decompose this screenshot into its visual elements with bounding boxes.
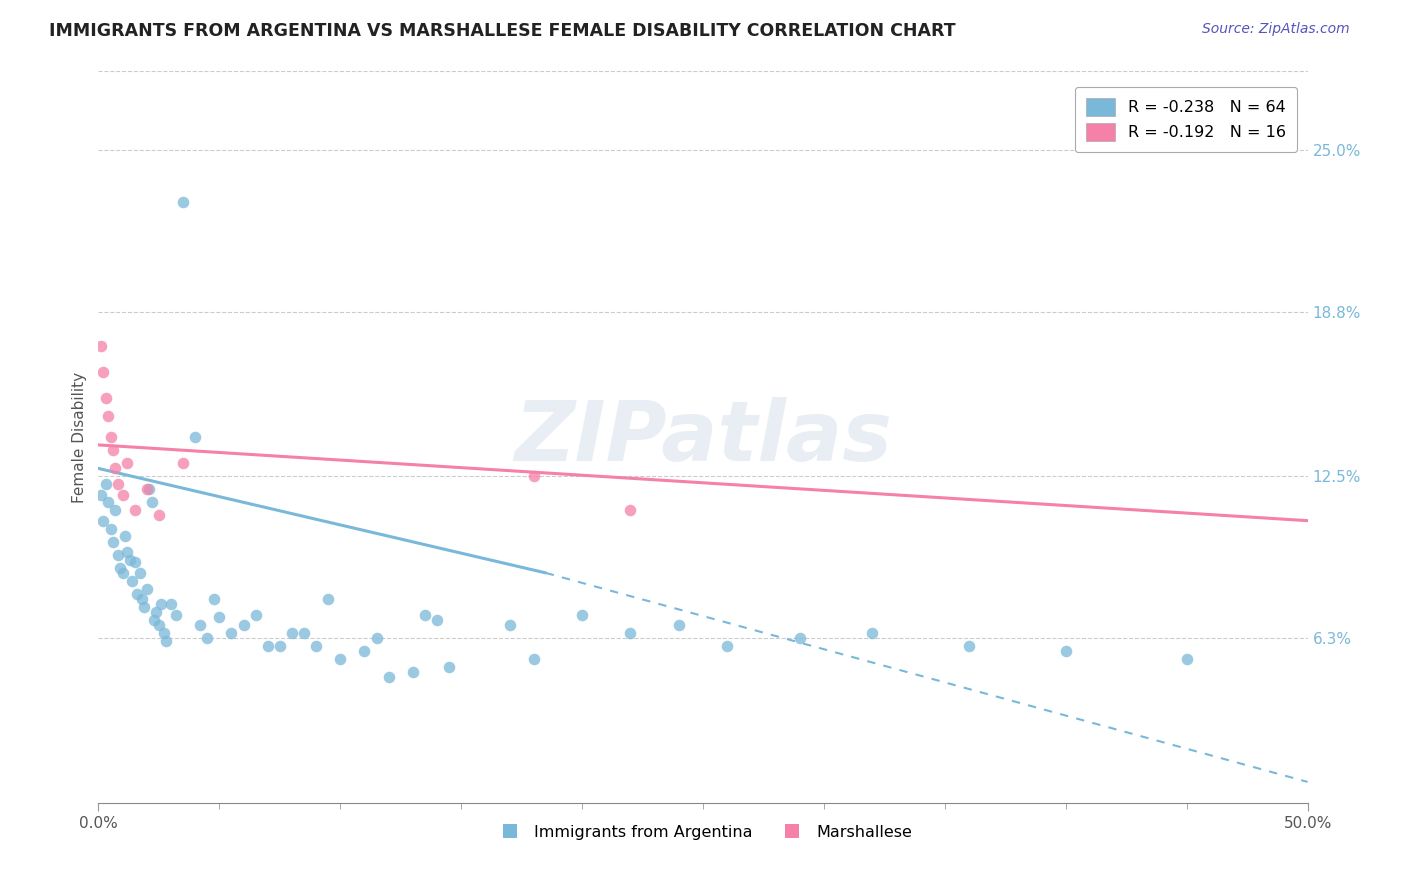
Point xyxy=(150,597,173,611)
Text: ZIPatlas: ZIPatlas xyxy=(515,397,891,477)
Point xyxy=(245,607,267,622)
Point xyxy=(716,639,738,653)
Point xyxy=(104,461,127,475)
Point xyxy=(135,483,157,497)
Y-axis label: Female Disability: Female Disability xyxy=(72,371,87,503)
Point xyxy=(571,607,593,622)
Point xyxy=(329,652,352,666)
Point xyxy=(134,599,156,614)
Point xyxy=(195,632,218,646)
Point xyxy=(305,639,328,653)
Point xyxy=(172,194,194,209)
Point xyxy=(172,456,194,470)
Point xyxy=(91,514,114,528)
Point xyxy=(292,626,315,640)
Point xyxy=(128,566,150,580)
Point xyxy=(101,443,124,458)
Point xyxy=(957,639,980,653)
Point xyxy=(523,469,546,483)
Point xyxy=(114,529,136,543)
Point xyxy=(108,560,131,574)
Point xyxy=(498,618,520,632)
Point xyxy=(221,626,243,640)
Point xyxy=(208,610,231,624)
Point xyxy=(111,487,134,501)
Point xyxy=(131,592,153,607)
Point xyxy=(117,545,139,559)
Point xyxy=(523,652,546,666)
Point xyxy=(118,553,141,567)
Point xyxy=(281,626,304,640)
Point xyxy=(184,430,207,444)
Point xyxy=(91,365,114,379)
Point xyxy=(668,618,690,632)
Point xyxy=(101,534,124,549)
Point xyxy=(127,587,149,601)
Point xyxy=(148,508,170,523)
Point xyxy=(402,665,425,680)
Point xyxy=(94,477,117,491)
Point xyxy=(94,391,117,405)
Point xyxy=(107,477,129,491)
Point xyxy=(152,626,174,640)
Point xyxy=(366,632,388,646)
Point xyxy=(1175,652,1198,666)
Point xyxy=(269,639,291,653)
Point xyxy=(107,548,129,562)
Point xyxy=(121,574,143,588)
Point xyxy=(619,503,641,517)
Point xyxy=(188,618,211,632)
Point xyxy=(141,495,163,509)
Point xyxy=(316,592,339,607)
Point xyxy=(232,618,254,632)
Legend: Immigrants from Argentina, Marshallese: Immigrants from Argentina, Marshallese xyxy=(488,818,918,846)
Point xyxy=(619,626,641,640)
Point xyxy=(160,597,183,611)
Point xyxy=(90,487,112,501)
Point xyxy=(100,521,122,535)
Text: Source: ZipAtlas.com: Source: ZipAtlas.com xyxy=(1202,22,1350,37)
Point xyxy=(145,605,167,619)
Point xyxy=(353,644,375,658)
Point xyxy=(111,566,134,580)
Point xyxy=(97,409,120,424)
Point xyxy=(138,483,160,497)
Point xyxy=(437,660,460,674)
Point xyxy=(204,592,226,607)
Point xyxy=(135,582,157,596)
Point xyxy=(165,607,187,622)
Point xyxy=(789,632,811,646)
Text: IMMIGRANTS FROM ARGENTINA VS MARSHALLESE FEMALE DISABILITY CORRELATION CHART: IMMIGRANTS FROM ARGENTINA VS MARSHALLESE… xyxy=(49,22,956,40)
Point xyxy=(124,556,146,570)
Point xyxy=(413,607,436,622)
Point xyxy=(426,613,449,627)
Point xyxy=(1054,644,1077,658)
Point xyxy=(97,495,120,509)
Point xyxy=(148,618,170,632)
Point xyxy=(155,633,177,648)
Point xyxy=(377,670,399,684)
Point xyxy=(256,639,278,653)
Point xyxy=(117,456,139,470)
Point xyxy=(90,339,112,353)
Point xyxy=(100,430,122,444)
Point xyxy=(143,613,166,627)
Point xyxy=(860,626,883,640)
Point xyxy=(104,503,127,517)
Point xyxy=(124,503,146,517)
